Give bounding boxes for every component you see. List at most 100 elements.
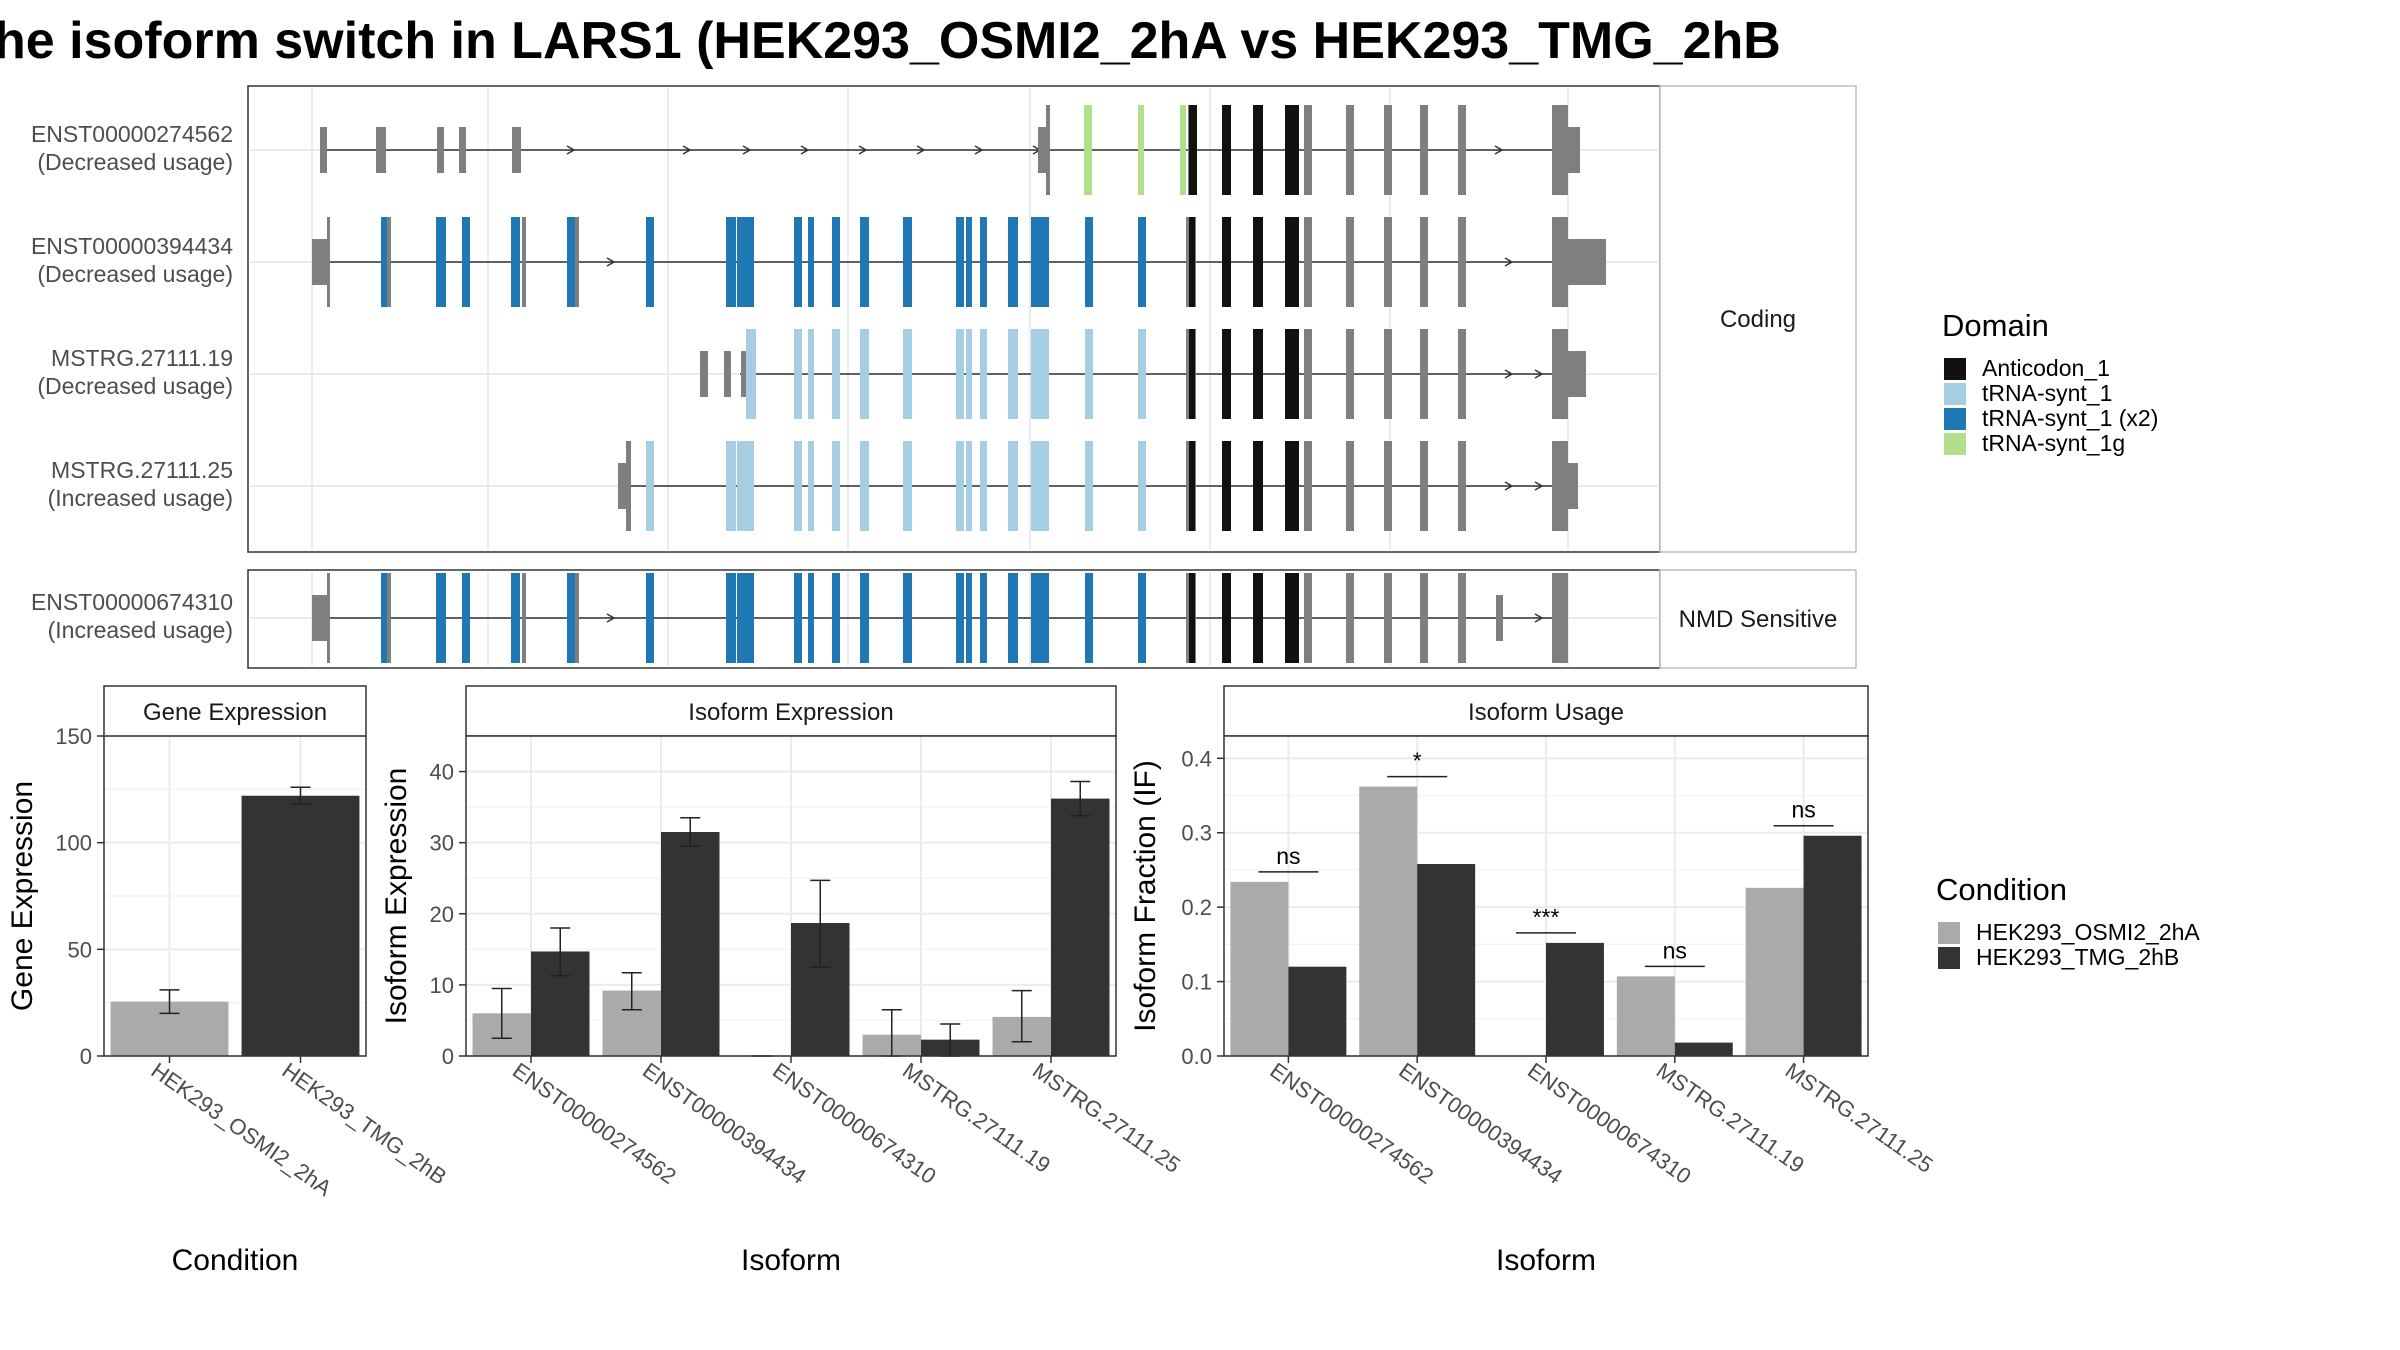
exon-block (1031, 441, 1049, 531)
figure-title: he isoform switch in LARS1 (HEK293_OSMI2… (0, 12, 1781, 70)
exon-block (1222, 573, 1231, 663)
y-tick-label: 100 (55, 831, 92, 856)
exon-block (567, 573, 577, 663)
exon-block (1420, 217, 1428, 307)
exon-block (1253, 573, 1263, 663)
strand-arrow (1534, 613, 1544, 623)
transcript-row (312, 217, 1606, 307)
exon-block (1566, 127, 1580, 173)
y-axis-title: Isoform Expression (380, 768, 413, 1025)
exon-block (387, 573, 391, 663)
legend-swatch (1944, 408, 1966, 430)
exon-block (327, 217, 330, 307)
exon-block (381, 217, 388, 307)
panel-title: Isoform Expression (688, 699, 893, 726)
exon-block (1285, 441, 1296, 531)
strand-arrow (682, 145, 692, 155)
exon-block (724, 351, 731, 397)
y-tick-label: 0.3 (1181, 821, 1212, 846)
x-axis-title: Isoform (741, 1244, 841, 1277)
error-bar (290, 786, 311, 806)
exon-block (646, 573, 654, 663)
exon-block (956, 441, 964, 531)
strand-arrow (566, 145, 576, 155)
condition-legend-title: Condition (1936, 872, 2067, 907)
exon-block (726, 217, 736, 307)
exon-block (1189, 105, 1195, 195)
significance-label: ns (1663, 937, 1687, 963)
y-tick-label: 20 (430, 902, 454, 927)
transcript-id-label: ENST00000674310 (31, 589, 233, 615)
exon-block (1008, 217, 1018, 307)
transcript-id-label: ENST00000274562 (31, 121, 233, 147)
exon-block (1253, 217, 1263, 307)
exon-block (1555, 595, 1559, 641)
exon-block (1458, 441, 1466, 531)
exon-block (387, 217, 391, 307)
bar (1417, 864, 1476, 1056)
y-tick-label: 0.2 (1181, 895, 1212, 920)
bar (1230, 881, 1289, 1056)
exon-block (1085, 217, 1093, 307)
error-bar (1070, 780, 1091, 817)
significance-label: ns (1276, 843, 1300, 869)
error-bar (550, 927, 571, 977)
exon-block (512, 127, 521, 173)
exon-block (1346, 441, 1354, 531)
error-bar (810, 879, 831, 968)
transcript-usage-label: (Decreased usage) (37, 373, 233, 399)
exon-block (1384, 217, 1392, 307)
exon-block (1138, 105, 1144, 195)
exon-block (1222, 105, 1231, 195)
legend-label: HEK293_OSMI2_2hA (1976, 919, 2200, 945)
exon-block (1552, 329, 1568, 419)
error-bar (491, 987, 512, 1039)
panel-strip (1223, 685, 1869, 737)
exon-block (436, 573, 446, 663)
exon-block (980, 329, 987, 419)
exon-block (511, 217, 520, 307)
bar (1745, 887, 1804, 1056)
exon-block (1420, 441, 1428, 531)
exon-block (1285, 329, 1296, 419)
exon-block (1253, 329, 1263, 419)
exon-block (1085, 573, 1093, 663)
exon-block (746, 329, 756, 419)
exon-block (1304, 105, 1312, 195)
transcript-row (618, 441, 1578, 531)
legend-label: tRNA-synt_1g (1982, 430, 2125, 456)
exon-block (794, 217, 802, 307)
coding-strip-label: Coding (1720, 306, 1796, 333)
exon-block (1552, 105, 1568, 195)
strand-arrow (742, 145, 752, 155)
exon-block (1008, 573, 1018, 663)
y-tick-label: 0.4 (1181, 746, 1212, 771)
x-axis-title: Condition (172, 1244, 299, 1277)
transcript-row (700, 329, 1586, 419)
y-tick-label: 50 (68, 937, 92, 962)
exon-block (1496, 595, 1503, 641)
exon-block (1304, 441, 1312, 531)
y-tick-label: 150 (55, 724, 92, 749)
error-bar (680, 817, 701, 847)
legend-label: tRNA-synt_1 (x2) (1982, 405, 2158, 431)
exon-block (1420, 573, 1428, 663)
domain-legend-title: Domain (1942, 308, 2049, 343)
exon-block (522, 573, 526, 663)
exon-block (459, 127, 466, 173)
exon-block (1253, 441, 1263, 531)
panel-title: Gene Expression (143, 699, 327, 726)
exon-block (1346, 105, 1354, 195)
exon-block (1222, 217, 1231, 307)
exon-block (462, 573, 470, 663)
exon-block (1189, 217, 1195, 307)
strand-arrow (858, 145, 868, 155)
y-tick-label: 0.0 (1181, 1044, 1212, 1069)
exon-block (1552, 441, 1568, 531)
exon-block (1566, 463, 1578, 509)
bar-panel-1: Isoform Expression010203040ENST000002745… (380, 685, 1185, 1277)
exon-block (575, 573, 579, 663)
exon-block (646, 217, 654, 307)
nmd-strip (1659, 569, 1857, 669)
